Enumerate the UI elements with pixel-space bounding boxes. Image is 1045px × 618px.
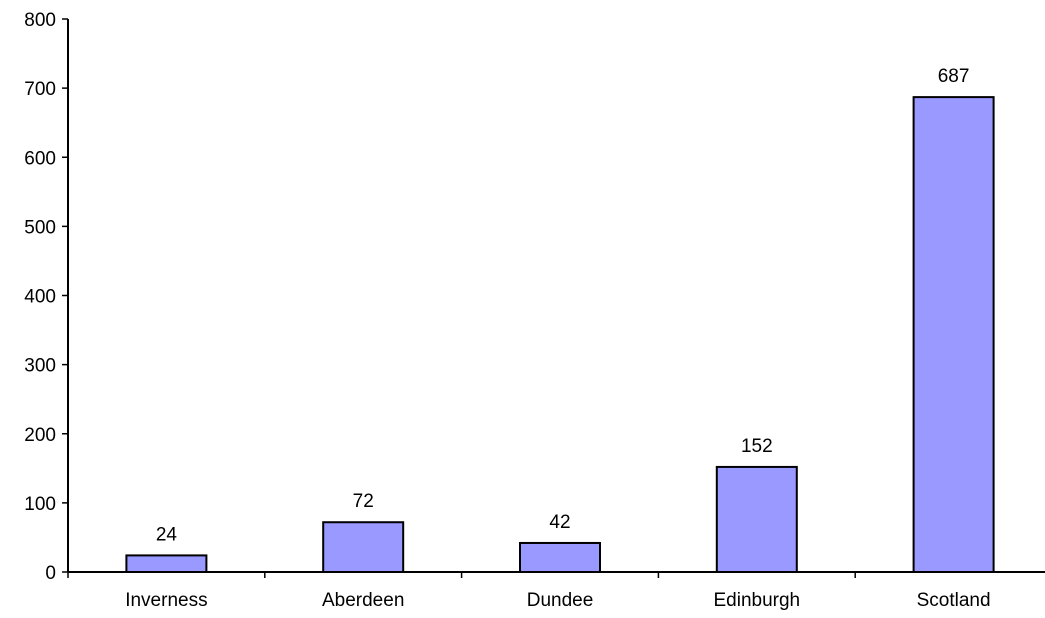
data-label: 687 xyxy=(938,66,970,87)
data-label: 72 xyxy=(353,491,374,512)
y-tick-label: 200 xyxy=(24,425,56,446)
bars-group xyxy=(125,96,995,574)
y-tick-label: 700 xyxy=(24,79,56,100)
x-category-label: Inverness xyxy=(125,590,207,611)
bar-scotland xyxy=(912,96,995,574)
x-category-label: Aberdeen xyxy=(322,590,404,611)
bar-dundee xyxy=(519,541,601,574)
x-category-label: Dundee xyxy=(527,590,594,611)
bar-aberdeen xyxy=(322,521,405,573)
x-axis: Inverness Aberdeen Dundee Edinburgh Scotland xyxy=(67,571,1045,611)
y-tick-label: 600 xyxy=(24,148,56,169)
data-labels-group: 24 72 42 152 687 xyxy=(156,66,970,545)
x-category-label: Scotland xyxy=(917,590,991,611)
y-tick-label: 800 xyxy=(24,10,56,31)
y-tick-label: 100 xyxy=(24,494,56,515)
x-category-label: Edinburgh xyxy=(713,590,800,611)
data-label: 152 xyxy=(741,436,773,457)
y-tick-label: 500 xyxy=(24,217,56,238)
y-tick-label: 0 xyxy=(45,563,56,584)
bar-inverness xyxy=(125,554,208,573)
y-tick-label: 400 xyxy=(24,287,56,308)
data-label: 24 xyxy=(156,524,178,545)
bar-edinburgh xyxy=(715,465,798,573)
y-axis: 0 100 200 300 400 500 600 700 800 xyxy=(24,10,69,584)
data-label: 42 xyxy=(549,512,570,533)
y-tick-label: 300 xyxy=(24,356,56,377)
